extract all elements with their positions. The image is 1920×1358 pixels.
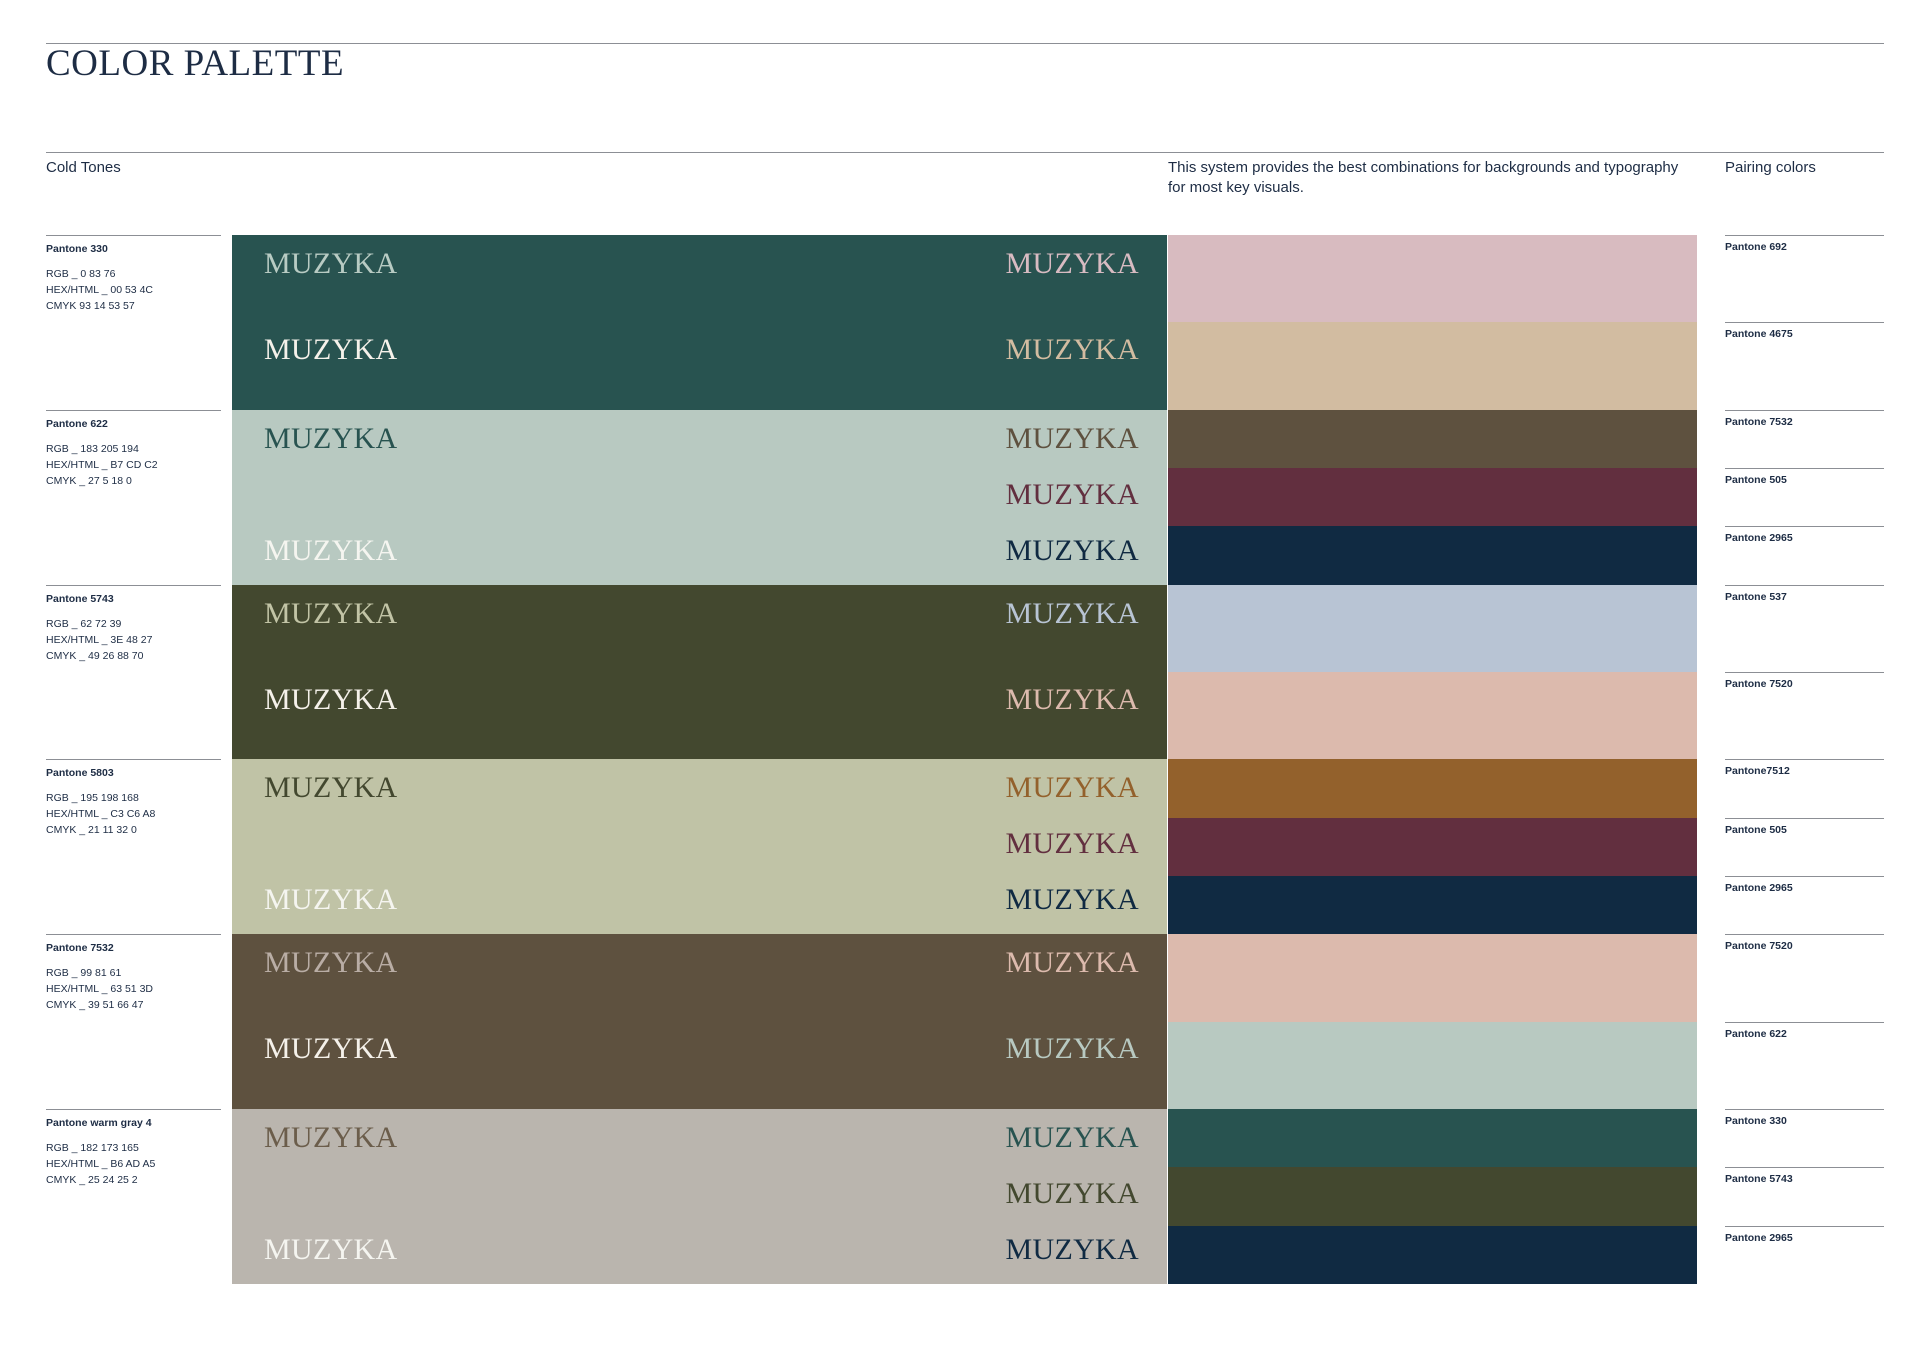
sample-word: MUZYKA	[264, 421, 398, 455]
sample-word: MUZYKA	[1005, 771, 1139, 805]
pairing-swatch	[1168, 235, 1697, 323]
pantone-name: Pantone 7532	[46, 942, 114, 955]
color-spec: Pantone warm gray 4 RGB _ 182 173 165 HEX/…	[46, 1109, 221, 1188]
color-spec: Pantone 5803 RGB _ 195 198 168 HEX/HTML _ …	[46, 759, 221, 838]
hex-value: HEX/HTML _ 3E 48 27	[46, 633, 153, 646]
sample-word: MUZYKA	[1005, 946, 1139, 980]
pairing-name: Pantone 7520	[1725, 934, 1884, 952]
sample-word: MUZYKA	[1005, 883, 1139, 917]
rgb-value: RGB _ 99 81 61	[46, 967, 122, 980]
hex-value: HEX/HTML _ B7 CD C2	[46, 458, 158, 471]
sample-word: MUZYKA	[264, 682, 398, 716]
sample-word: MUZYKA	[1005, 827, 1139, 861]
rgb-value: RGB _ 183 205 194	[46, 442, 139, 455]
pairing-name: Pantone 505	[1725, 468, 1884, 486]
sample-word: MUZYKA	[264, 1121, 398, 1154]
cmyk-value: CMYK _ 21 11 32 0	[46, 824, 137, 837]
pairing-swatch	[1168, 322, 1697, 410]
pairing-name: Pantone 330	[1725, 1109, 1884, 1127]
color-spec: Pantone 5743 RGB _ 62 72 39 HEX/HTML _ 3E …	[46, 584, 221, 664]
sample-word: MUZYKA	[1005, 1177, 1139, 1210]
pairing-swatch	[1168, 1021, 1697, 1109]
pairing-swatch	[1168, 526, 1697, 585]
cmyk-value: CMYK _ 39 51 66 47	[46, 999, 144, 1012]
sample-word: MUZYKA	[1005, 1233, 1139, 1266]
sample-word: MUZYKA	[264, 946, 398, 980]
color-block: MUZYKA MUZYKA MUZYKA MUZYKA	[232, 235, 1167, 410]
color-spec: Pantone 7532 RGB _ 99 81 61 HEX/HTML _ 63 …	[46, 934, 221, 1013]
page-title: COLOR PALETTE	[46, 43, 345, 84]
sample-word: MUZYKA	[264, 771, 398, 805]
pantone-name: Pantone 5743	[46, 592, 114, 605]
color-block: MUZYKA MUZYKA MUZYKA MUZYKA	[232, 584, 1167, 760]
pairing-name: Pantone 4675	[1725, 322, 1884, 340]
cmyk-value: CMYK _ 25 24 25 2	[46, 1174, 138, 1186]
pairing-name: Pantone 2965	[1725, 875, 1884, 894]
sample-word: MUZYKA	[1005, 1032, 1139, 1066]
pairing-swatch	[1168, 468, 1697, 527]
sample-word: MUZYKA	[264, 333, 398, 366]
rgb-value: RGB _ 0 83 76	[46, 268, 116, 280]
cmyk-value: CMYK _ 49 26 88 70	[46, 649, 144, 662]
pairing-swatch	[1168, 1167, 1697, 1226]
color-block: MUZYKA MUZYKA MUZYKA MUZYKA MUZYKA	[232, 409, 1167, 585]
sample-word: MUZYKA	[1005, 533, 1139, 567]
header-rule	[46, 152, 1884, 153]
sample-word: MUZYKA	[264, 883, 398, 917]
top-rule	[46, 43, 1884, 44]
hex-value: HEX/HTML _ B6 AD A5	[46, 1158, 156, 1170]
color-block: MUZYKA MUZYKA MUZYKA MUZYKA MUZYKA	[232, 759, 1167, 935]
cmyk-value: CMYK _ 27 5 18 0	[46, 474, 132, 487]
sample-word: MUZYKA	[1005, 247, 1139, 280]
rgb-value: RGB _ 195 198 168	[46, 792, 139, 805]
pairing-swatch	[1168, 409, 1697, 469]
sample-word: MUZYKA	[1005, 682, 1139, 716]
pairing-swatch	[1168, 672, 1697, 760]
pairing-name: Pantone 5743	[1725, 1167, 1884, 1185]
pairing-name: Pantone7512	[1725, 759, 1884, 777]
hex-value: HEX/HTML _ C3 C6 A8	[46, 808, 156, 821]
hex-value: HEX/HTML _ 63 51 3D	[46, 983, 153, 996]
pairing-swatch	[1168, 934, 1697, 1022]
pairing-name: Pantone 505	[1725, 817, 1884, 836]
sample-word: MUZYKA	[264, 533, 398, 567]
sample-word: MUZYKA	[1005, 477, 1139, 511]
rgb-value: RGB _ 182 173 165	[46, 1142, 139, 1154]
pairing-name: Pantone 2965	[1725, 1225, 1884, 1244]
pantone-name: Pantone warm gray 4	[46, 1117, 152, 1129]
rgb-value: RGB _ 62 72 39	[46, 617, 122, 630]
pairing-swatch	[1168, 759, 1697, 818]
system-note: This system provides the best combinatio…	[1168, 159, 1679, 196]
pantone-name: Pantone 622	[46, 417, 108, 430]
color-block: MUZYKA MUZYKA MUZYKA MUZYKA	[232, 934, 1167, 1109]
cmyk-value: CMYK 93 14 53 57	[46, 300, 135, 312]
sample-word: MUZYKA	[264, 1233, 398, 1266]
pairing-name: Pantone 7520	[1725, 672, 1884, 690]
pairing-swatch	[1168, 1225, 1697, 1284]
pantone-name: Pantone 330	[46, 243, 108, 255]
pairing-colors-header: Pairing colors	[1725, 159, 1816, 176]
sample-word: MUZYKA	[264, 247, 398, 280]
sample-word: MUZYKA	[264, 1032, 398, 1066]
color-spec: Pantone 330 RGB _ 0 83 76 HEX/HTML _ 00 53…	[46, 235, 221, 314]
sample-word: MUZYKA	[264, 596, 398, 630]
sample-word: MUZYKA	[1005, 421, 1139, 455]
color-spec: Pantone 622 RGB _ 183 205 194 HEX/HTML _ B…	[46, 409, 221, 489]
pairing-name: Pantone 622	[1725, 1021, 1884, 1040]
pairing-name: Pantone 2965	[1725, 526, 1884, 544]
color-block: MUZYKA MUZYKA MUZYKA MUZYKA MUZYKA	[232, 1109, 1167, 1284]
pairing-swatch	[1168, 584, 1697, 672]
sample-word: MUZYKA	[1005, 596, 1139, 630]
hex-value: HEX/HTML _ 00 53 4C	[46, 284, 153, 296]
section-label: Cold Tones	[46, 159, 121, 176]
pairing-name: Pantone 692	[1725, 235, 1884, 253]
pairing-swatch	[1168, 875, 1697, 935]
pantone-name: Pantone 5803	[46, 767, 114, 780]
pairing-swatch	[1168, 817, 1697, 876]
pairing-swatch	[1168, 1109, 1697, 1168]
pairing-name: Pantone 537	[1725, 584, 1884, 603]
sample-word: MUZYKA	[1005, 333, 1139, 366]
pairing-name: Pantone 7532	[1725, 409, 1884, 428]
sample-word: MUZYKA	[1005, 1121, 1139, 1154]
